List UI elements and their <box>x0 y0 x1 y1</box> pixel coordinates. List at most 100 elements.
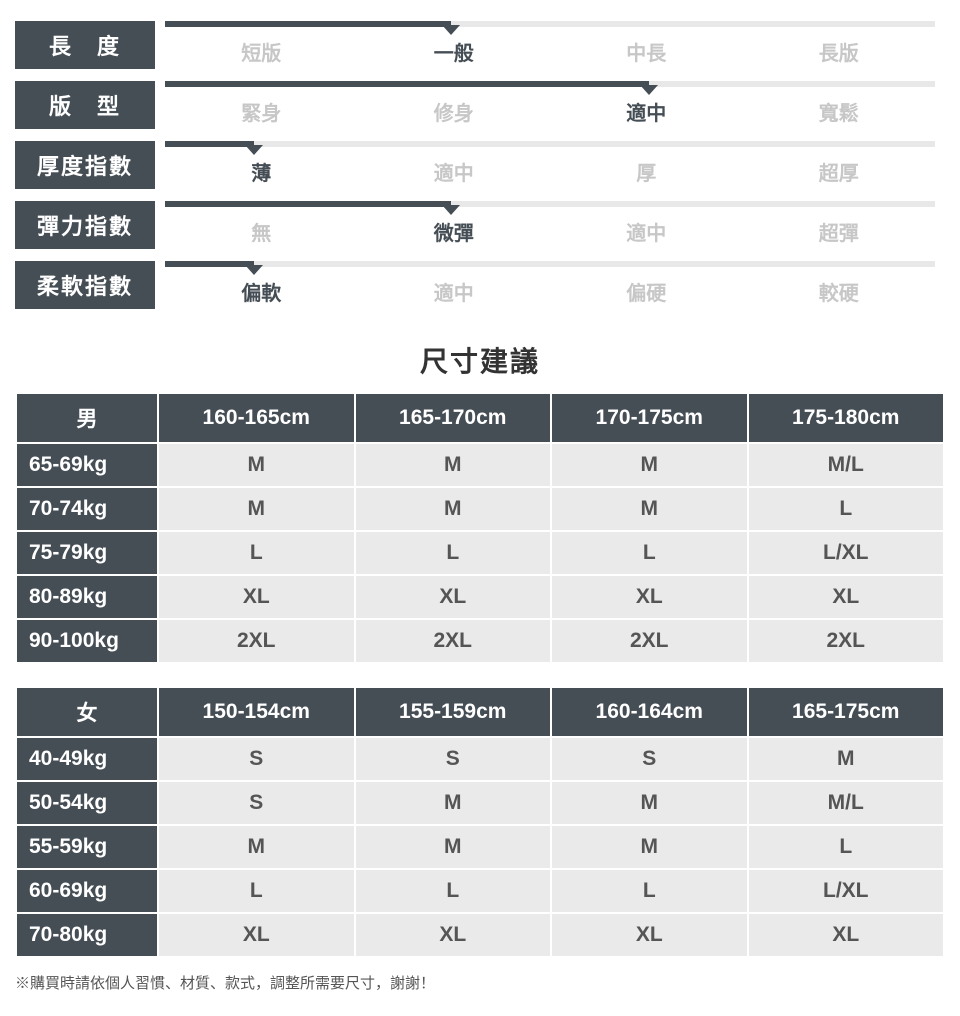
attribute-options: 無微彈適中超彈 <box>165 217 935 246</box>
attribute-scale: 薄適中厚超厚 <box>155 141 945 189</box>
attribute-bar-bg <box>165 261 935 267</box>
attribute-label: 版 型 <box>15 81 155 129</box>
table-cell: L <box>356 532 551 574</box>
attribute-option: 適中 <box>358 277 551 306</box>
attribute-option: 長版 <box>743 37 936 66</box>
table-cell: M <box>356 826 551 868</box>
attribute-options: 緊身修身適中寬鬆 <box>165 97 935 126</box>
table-row: 90-100kg2XL2XL2XL2XL <box>17 620 943 662</box>
table-corner: 女 <box>17 688 157 736</box>
attribute-option: 中長 <box>550 37 743 66</box>
table-row: 40-49kgSSSM <box>17 738 943 780</box>
table-row: 55-59kgMMML <box>17 826 943 868</box>
attribute-option: 修身 <box>358 97 551 126</box>
table-row: 75-79kgLLLL/XL <box>17 532 943 574</box>
attribute-label: 厚度指數 <box>15 141 155 189</box>
table-row-header: 75-79kg <box>17 532 157 574</box>
size-title: 尺寸建議 <box>15 340 945 380</box>
table-cell: XL <box>356 576 551 618</box>
table-cell: L <box>749 826 944 868</box>
table-cell: M <box>552 488 747 530</box>
attribute-scale: 偏軟適中偏硬較硬 <box>155 261 945 309</box>
table-col-header: 150-154cm <box>159 688 354 736</box>
table-cell: L <box>749 488 944 530</box>
attribute-row: 版 型緊身修身適中寬鬆 <box>15 80 945 130</box>
table-cell: L <box>552 870 747 912</box>
table-row-header: 60-69kg <box>17 870 157 912</box>
table-cell: L/XL <box>749 532 944 574</box>
table-cell: XL <box>749 914 944 956</box>
attribute-options: 偏軟適中偏硬較硬 <box>165 277 935 306</box>
table-cell: 2XL <box>749 620 944 662</box>
table-cell: XL <box>552 576 747 618</box>
attribute-scale: 緊身修身適中寬鬆 <box>155 81 945 129</box>
table-cell: L <box>159 870 354 912</box>
table-cell: L <box>159 532 354 574</box>
table-col-header: 165-170cm <box>356 394 551 442</box>
attribute-option: 偏硬 <box>550 277 743 306</box>
table-cell: S <box>356 738 551 780</box>
table-row-header: 65-69kg <box>17 444 157 486</box>
attribute-option: 短版 <box>165 37 358 66</box>
attribute-row: 柔軟指數偏軟適中偏硬較硬 <box>15 260 945 310</box>
attribute-option: 薄 <box>165 157 358 186</box>
attribute-row: 厚度指數薄適中厚超厚 <box>15 140 945 190</box>
attribute-option: 微彈 <box>358 217 551 246</box>
table-row-header: 55-59kg <box>17 826 157 868</box>
pointer-icon <box>442 205 460 215</box>
table-col-header: 170-175cm <box>552 394 747 442</box>
table-col-header: 160-165cm <box>159 394 354 442</box>
attribute-option: 適中 <box>550 97 743 126</box>
attribute-row: 彈力指數無微彈適中超彈 <box>15 200 945 250</box>
attribute-bar-bg <box>165 141 935 147</box>
table-cell: S <box>552 738 747 780</box>
table-row: 70-80kgXLXLXLXL <box>17 914 943 956</box>
attribute-label: 柔軟指數 <box>15 261 155 309</box>
size-table: 女150-154cm155-159cm160-164cm165-175cm40-… <box>15 686 945 958</box>
table-cell: M <box>552 444 747 486</box>
attribute-bar-active <box>165 261 254 267</box>
table-cell: M <box>356 444 551 486</box>
size-table: 男160-165cm165-170cm170-175cm175-180cm 65-… <box>15 392 945 664</box>
attribute-option: 超厚 <box>743 157 936 186</box>
attribute-bar-active <box>165 81 649 87</box>
table-cell: L <box>552 532 747 574</box>
table-cell: L <box>356 870 551 912</box>
table-row-header: 70-80kg <box>17 914 157 956</box>
attribute-scale: 短版一般中長長版 <box>155 21 945 69</box>
table-row: 50-54kgSMMM/L <box>17 782 943 824</box>
footnote: ※購買時請依個人習慣、材質、款式，調整所需要尺寸，謝謝！ <box>15 972 945 993</box>
attribute-option: 適中 <box>358 157 551 186</box>
table-row: 70-74kgMMML <box>17 488 943 530</box>
table-row-header: 40-49kg <box>17 738 157 780</box>
table-corner: 男 <box>17 394 157 442</box>
table-cell: L/XL <box>749 870 944 912</box>
attribute-option: 一般 <box>358 37 551 66</box>
table-cell: M <box>749 738 944 780</box>
table-row: 80-89kgXLXLXLXL <box>17 576 943 618</box>
pointer-icon <box>245 145 263 155</box>
table-cell: XL <box>356 914 551 956</box>
size-tables: 男160-165cm165-170cm170-175cm175-180cm 65-… <box>15 392 945 958</box>
table-cell: M <box>159 488 354 530</box>
table-col-header: 175-180cm <box>749 394 944 442</box>
table-col-header: 160-164cm <box>552 688 747 736</box>
table-cell: M <box>552 782 747 824</box>
table-cell: M <box>552 826 747 868</box>
table-row: 65-69kgMMMM/L <box>17 444 943 486</box>
attribute-option: 寬鬆 <box>743 97 936 126</box>
attribute-scale: 無微彈適中超彈 <box>155 201 945 249</box>
table-cell: 2XL <box>159 620 354 662</box>
table-cell: XL <box>159 914 354 956</box>
attribute-option: 緊身 <box>165 97 358 126</box>
attribute-option: 較硬 <box>743 277 936 306</box>
table-cell: XL <box>552 914 747 956</box>
table-row-header: 70-74kg <box>17 488 157 530</box>
attribute-option: 厚 <box>550 157 743 186</box>
attribute-bar-active <box>165 201 451 207</box>
table-row-header: 90-100kg <box>17 620 157 662</box>
attribute-options: 薄適中厚超厚 <box>165 157 935 186</box>
table-cell: M <box>356 782 551 824</box>
table-cell: 2XL <box>356 620 551 662</box>
attribute-option: 無 <box>165 217 358 246</box>
